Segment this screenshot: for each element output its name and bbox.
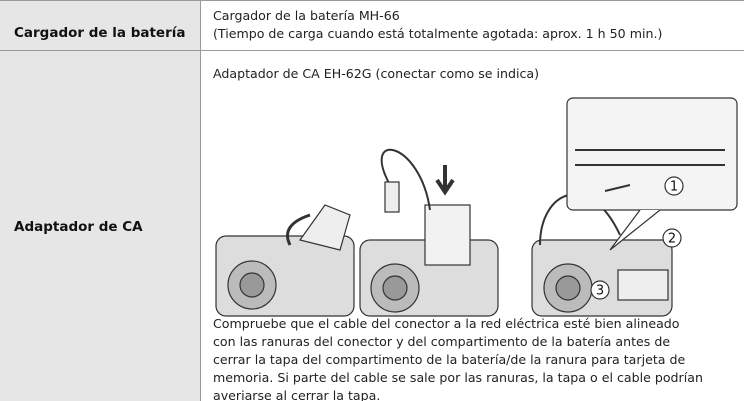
text-line: memoria. Si parte del cable se sale por … xyxy=(213,370,703,385)
text-line: con las ranuras del conector y del compa… xyxy=(213,334,671,349)
inset xyxy=(566,97,738,251)
step-badge xyxy=(664,176,684,196)
content-cell: Adaptador de CA EH-62G (conectar como se… xyxy=(201,51,744,401)
text-line: cerrar la tapa del compartimento de la b… xyxy=(213,352,686,367)
content-cell: Cargador de la batería MH-66 (Tiempo de … xyxy=(201,0,744,51)
step-badge xyxy=(590,280,610,300)
camera xyxy=(359,148,499,317)
text-line: averiarse al cerrar la tapa. xyxy=(213,388,381,401)
text-line: Compruebe que el cable del conector a la… xyxy=(213,316,680,331)
camera xyxy=(531,193,673,317)
text-line: Cargador de la batería MH-66 xyxy=(213,8,400,23)
label-cell: Cargador de la batería xyxy=(0,0,201,51)
step-number: 1 xyxy=(670,180,678,195)
text-line: Adaptador de CA EH-62G (conectar como se… xyxy=(213,66,540,81)
text-line: (Tiempo de carga cuando está totalmente … xyxy=(213,26,663,41)
camera xyxy=(215,204,355,317)
row-label: Adaptador de CA xyxy=(14,219,143,235)
step-number: 2 xyxy=(668,232,676,247)
row-label: Cargador de la batería xyxy=(14,25,186,41)
label-cell: Adaptador de CA xyxy=(0,51,201,401)
step-badge xyxy=(662,228,682,248)
step-number: 3 xyxy=(596,284,604,299)
